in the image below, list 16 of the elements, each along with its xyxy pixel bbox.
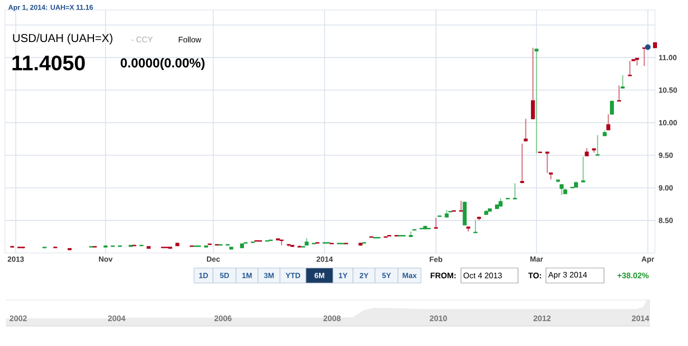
candlestick: [524, 118, 528, 142]
annotation: 0.0000(0.00%): [120, 58, 205, 70]
candlestick: [581, 156, 586, 183]
candlestick: [434, 217, 438, 230]
candlestick: [610, 100, 614, 115]
candlestick: [620, 74, 625, 89]
candlestick: [530, 47, 535, 120]
text: USD/UAH (UAH=X): [13, 34, 112, 44]
candlestick: [462, 200, 467, 226]
candlestick: [520, 143, 524, 184]
candlestick: [534, 48, 538, 154]
candlestick: [606, 114, 610, 130]
candlestick: [512, 182, 517, 200]
annotation: 11.4050: [12, 56, 85, 70]
candlestick: [617, 85, 622, 102]
candlestick: [545, 151, 550, 174]
